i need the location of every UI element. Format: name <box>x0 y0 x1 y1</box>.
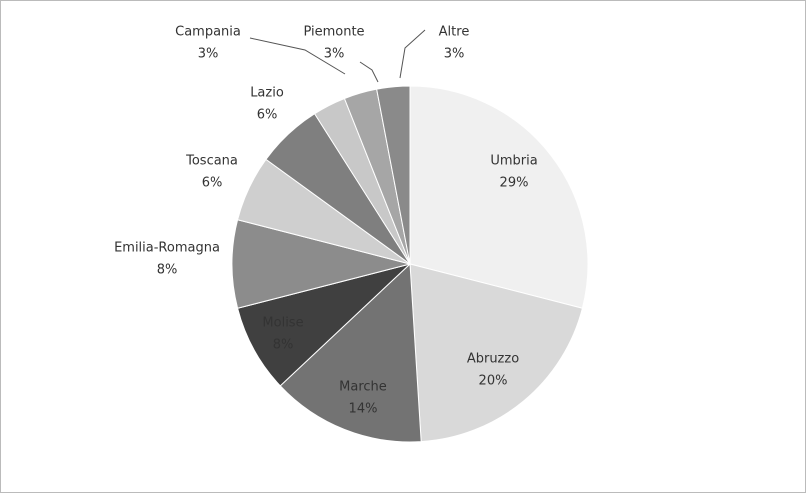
slice-label: Piemonte <box>303 25 364 40</box>
slice-value: 6% <box>202 176 223 191</box>
pie-slice <box>236 263 411 387</box>
slice-label: Marche <box>339 380 387 395</box>
leader-line <box>399 29 426 79</box>
slice-value: 3% <box>324 47 345 62</box>
slice-value: 8% <box>273 338 294 353</box>
slice-value: 29% <box>500 176 529 191</box>
slice-label: Altre <box>439 25 470 40</box>
slice-label: Lazio <box>250 86 284 101</box>
slice-label: Molise <box>262 316 303 331</box>
pie-slice <box>231 219 411 309</box>
slice-label: Umbria <box>490 154 537 169</box>
pie-slice <box>409 263 584 443</box>
slice-label: Emilia-Romagna <box>114 241 220 256</box>
slice-label: Campania <box>175 25 241 40</box>
pie-slice <box>409 85 589 309</box>
slice-value: 3% <box>198 47 219 62</box>
slice-label: Abruzzo <box>467 352 519 367</box>
leader-line <box>359 61 379 83</box>
slice-value: 20% <box>479 374 508 389</box>
leader-line <box>249 37 346 75</box>
pie-slice <box>376 85 411 265</box>
pie-slice <box>279 262 422 443</box>
slice-value: 14% <box>349 402 378 417</box>
slice-label: Toscana <box>185 154 238 169</box>
slice-value: 3% <box>444 47 465 62</box>
slice-value: 6% <box>257 108 278 123</box>
slice-value: 8% <box>157 263 178 278</box>
leader-lines <box>249 29 426 83</box>
